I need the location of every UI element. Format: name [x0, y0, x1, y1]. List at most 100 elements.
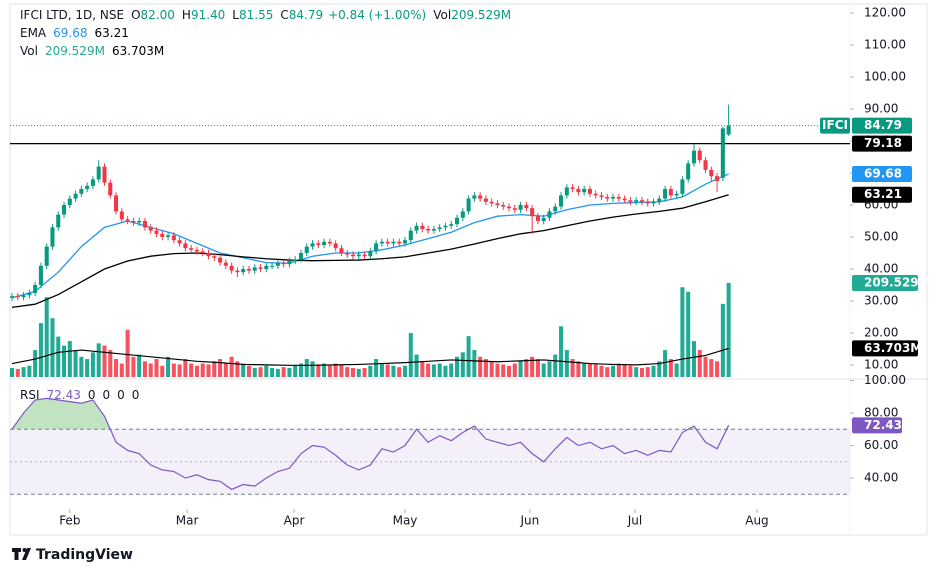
volume-bar — [645, 367, 650, 377]
volume-bar — [21, 367, 26, 377]
volume-bar — [703, 356, 708, 377]
candle-body — [431, 228, 436, 231]
volume-bar — [258, 367, 263, 377]
candle-body — [622, 198, 627, 201]
ema-legend: EMA 69.68 63.21 — [20, 26, 129, 40]
candle-body — [570, 187, 575, 189]
volume-bar — [466, 336, 471, 377]
volume-bar — [460, 352, 465, 377]
y-tick-label: 100.00 — [864, 69, 906, 83]
ohlc-value: 82.00 — [141, 8, 175, 22]
ohlc-value: 84.79 — [289, 8, 323, 22]
last-price-label: 84.79 — [864, 118, 902, 132]
candle-body — [408, 230, 413, 241]
vol-legend: Vol 209.529M 63.703M — [20, 44, 164, 58]
y-tick-label: 100.00 — [864, 373, 906, 387]
y-tick-label: 40.00 — [864, 261, 898, 275]
candle-body — [559, 195, 564, 207]
rsi-line — [11, 397, 730, 491]
volume-bar — [200, 363, 205, 377]
volume-bar — [478, 356, 483, 377]
volume-bar — [148, 363, 153, 377]
candle-body — [189, 248, 194, 250]
volume-bar — [639, 368, 644, 377]
candle-body — [333, 243, 338, 249]
candle-body — [148, 227, 153, 231]
volume-bar — [518, 361, 523, 377]
volume-bar — [397, 367, 402, 377]
candle-body — [368, 251, 373, 257]
candle-body — [275, 262, 280, 266]
indicator-label: 63.703M — [864, 341, 922, 355]
candle-body — [397, 241, 402, 244]
volume-bar — [726, 282, 731, 377]
indicator-label: 69.68 — [864, 167, 902, 181]
volume-bar — [246, 365, 251, 377]
candle-body — [304, 246, 309, 253]
candle-body — [663, 188, 668, 199]
rsi-label: 72.43 — [864, 418, 902, 432]
volume-bar — [414, 354, 419, 377]
volume-bar — [535, 359, 540, 377]
volume-key: Vol — [433, 8, 451, 22]
candle-body — [310, 243, 315, 247]
volume-bar — [720, 303, 725, 377]
candle-body — [79, 188, 84, 194]
volume-bar — [194, 365, 199, 377]
candle-body — [489, 201, 494, 204]
candle-body — [385, 241, 390, 244]
volume-bar — [67, 341, 72, 377]
volume-bar — [501, 364, 506, 377]
volume-bar — [570, 359, 575, 377]
indicator-label: 63.21 — [864, 187, 902, 201]
candle-body — [379, 241, 384, 244]
volume-bar — [611, 365, 616, 377]
volume-bar — [663, 350, 668, 377]
volume-bar — [235, 361, 240, 377]
volume-bar — [437, 363, 442, 377]
symbol-label: IFCI — [822, 118, 848, 132]
candle-body — [454, 217, 460, 225]
y-tick-label: 90.00 — [864, 101, 898, 115]
volume-bar — [582, 363, 587, 377]
candle-body — [56, 214, 61, 228]
candle-body — [241, 268, 246, 273]
y-tick-label: 30.00 — [864, 293, 898, 307]
candle-body — [62, 204, 67, 215]
candle-body — [96, 166, 101, 180]
volume-bar — [212, 361, 217, 377]
ohlc-key: C — [280, 8, 288, 22]
volume-bar — [489, 361, 494, 377]
y-tick-label: 10.00 — [864, 357, 898, 371]
volume-bar — [241, 363, 246, 377]
candle-body — [495, 203, 500, 205]
volume-bar — [166, 356, 171, 377]
volume-bar — [420, 361, 425, 377]
volume-bar — [408, 333, 413, 377]
candle-body — [322, 241, 327, 245]
volume-bar — [709, 359, 714, 377]
x-tick-label: Feb — [59, 514, 80, 528]
logo-dot — [22, 548, 27, 552]
volume-bar — [316, 364, 321, 377]
candle-body — [507, 206, 512, 209]
candle-body — [154, 230, 159, 234]
volume-bar — [564, 350, 569, 377]
symbol-label-box — [820, 117, 850, 134]
volume-bar — [310, 361, 315, 377]
candle-body — [391, 241, 396, 244]
volume-bar — [206, 364, 211, 377]
volume-bar — [171, 363, 176, 377]
volume-bar — [368, 365, 373, 377]
last-price-box — [852, 117, 912, 134]
indicator-line — [11, 194, 729, 309]
candle-body — [691, 150, 696, 164]
candle-body — [194, 249, 199, 252]
volume-bar — [38, 323, 43, 377]
candle-body — [576, 188, 581, 193]
volume-bar — [431, 364, 436, 377]
candle-body — [160, 233, 165, 237]
candle-body — [639, 200, 644, 202]
volume-bar — [691, 341, 696, 377]
